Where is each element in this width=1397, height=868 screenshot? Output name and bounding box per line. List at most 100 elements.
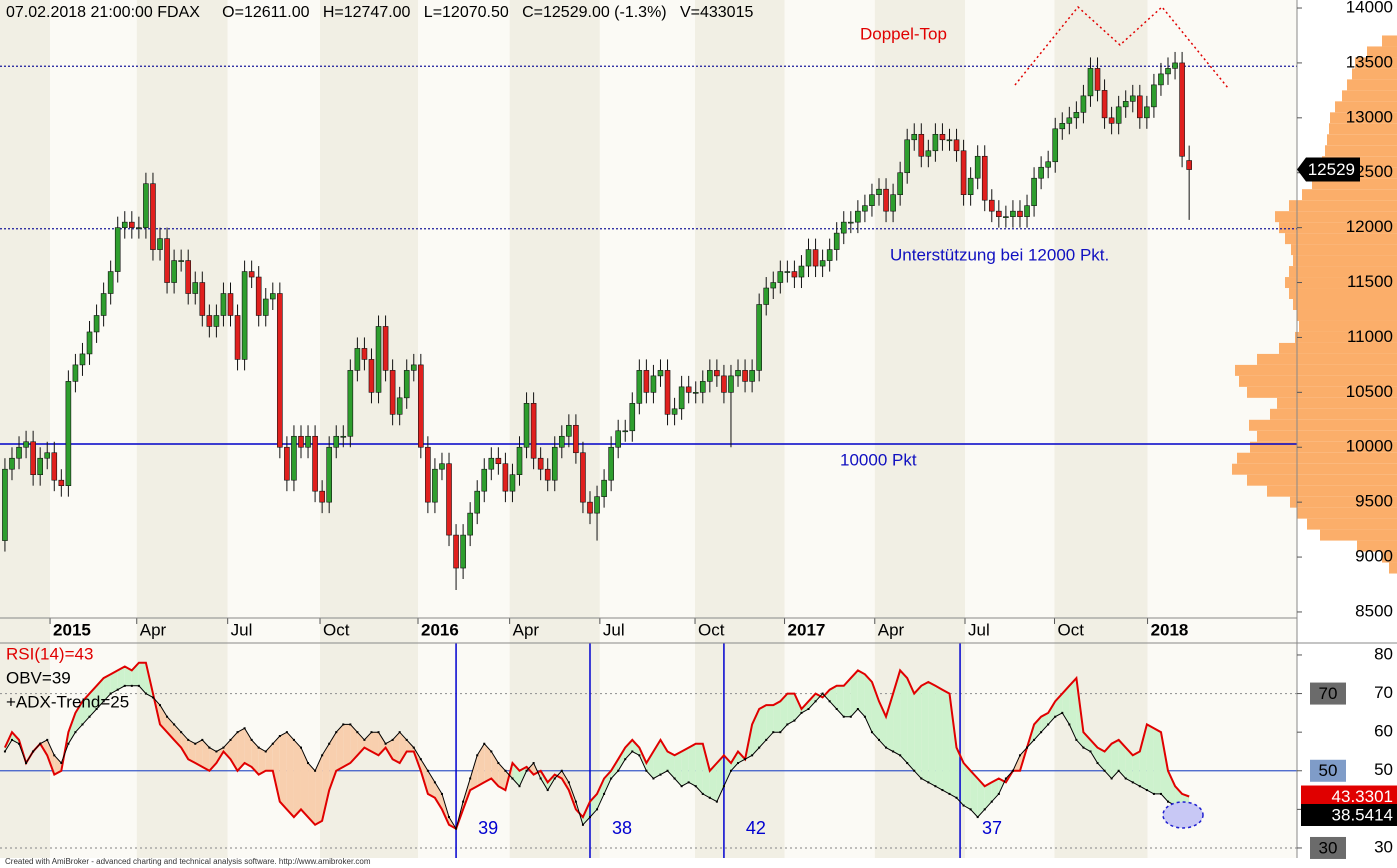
x-tick-label: 2018 [1151,620,1189,639]
series-dot [906,762,909,765]
series-dot [271,742,274,745]
series-dot [448,816,451,819]
candle-body [714,370,720,377]
candle-body [262,298,269,316]
candle-body [883,188,889,212]
candle-body [798,265,805,278]
indicator-fill [357,732,365,756]
candle-body [1122,101,1129,108]
candle-body [890,194,896,212]
candle-body [234,315,241,360]
candle-body [474,490,481,514]
candle-body [587,501,593,514]
series-dot [307,762,310,765]
series-dot [370,731,373,734]
y-tick-label: 14000 [1346,0,1393,17]
indicator-fill [1146,724,1154,794]
series-dot [525,769,528,772]
profile-bar [1285,277,1397,289]
y-tick-label: 11500 [1347,272,1393,291]
legend-entry: OBV=39 [6,668,71,687]
indicator-fill [498,763,506,791]
series-dot [617,769,620,772]
candle-body [650,375,657,393]
time-band [320,0,419,858]
candle-body [361,348,368,360]
annotation: Unterstützung bei 12000 Pkt. [890,245,1109,264]
y-tick-label: 60 [1374,722,1393,741]
legend-entry: RSI(14)=43 [6,644,93,663]
indicator-fill [752,709,760,756]
candle-body [756,304,762,371]
series-dot [539,777,542,780]
y-tick-label: 10500 [1346,382,1393,401]
series-dot [1033,738,1036,741]
indicator-fill [385,739,393,760]
candle-body [333,435,340,448]
candle-body [558,435,565,448]
series-dot [934,785,937,788]
series-dot [356,731,359,734]
candle-body [425,446,431,503]
profile-bar [1325,145,1397,157]
candle-body [164,238,170,283]
profile-bar [1247,386,1397,398]
indicator-fill [300,747,309,818]
candle-body [608,446,614,481]
indicator-fill [977,778,985,818]
indicator-fill [681,747,689,787]
candle-body [1010,210,1016,217]
series-dot [680,785,683,788]
candle-body [1115,106,1122,124]
candle-body [1108,117,1115,124]
indicator-fill [1118,739,1126,779]
x-tick-label: Oct [323,620,350,639]
series-dot [511,777,514,780]
level-box [1310,836,1346,859]
indicator-fill [82,693,90,725]
candle-body [100,293,107,316]
candle-body [192,282,199,294]
profile-bar [1289,266,1397,278]
indicator-fill [343,724,351,767]
series-dot [800,711,803,714]
candle-body [530,403,537,459]
indicator-fill [730,751,739,771]
candle-body [157,238,163,250]
x-tick-label: Oct [698,620,725,639]
candle-body [453,534,459,569]
series-dot [1054,715,1057,718]
indicator-fill [103,674,111,702]
time-band [50,0,137,858]
series-dot [708,796,711,799]
profile-bar [1291,244,1397,256]
volume-profile [1232,35,1397,574]
series-dot [666,769,669,772]
profile-bar [1299,320,1397,332]
series-dot [758,746,761,749]
series-dot [159,704,162,707]
series-dot [166,715,169,718]
indicator-panel: 39 38 42 37 RSI(14)=43 OBV=39 +ADX-Trend=25 [0,643,1297,858]
candle-body [1080,95,1087,113]
series-dot [814,700,817,703]
candle-body [805,249,812,267]
candle-body [368,359,375,393]
series-dot [67,742,70,745]
series-dot [377,731,380,734]
time-band [964,0,1055,858]
series-dot [715,800,718,803]
candle-body [601,479,607,497]
indicator-fill [209,747,217,771]
candle-body [967,177,974,195]
candle-body [410,364,417,371]
indicator-fill [1090,739,1098,764]
profile-bar [1232,463,1397,475]
series-dot [990,800,993,803]
candle-body [869,194,875,206]
y-tick-label: 80 [1374,644,1393,663]
y-tick-label: 9000 [1355,547,1393,566]
candle-body [65,381,72,486]
profile-bar [1267,485,1397,497]
